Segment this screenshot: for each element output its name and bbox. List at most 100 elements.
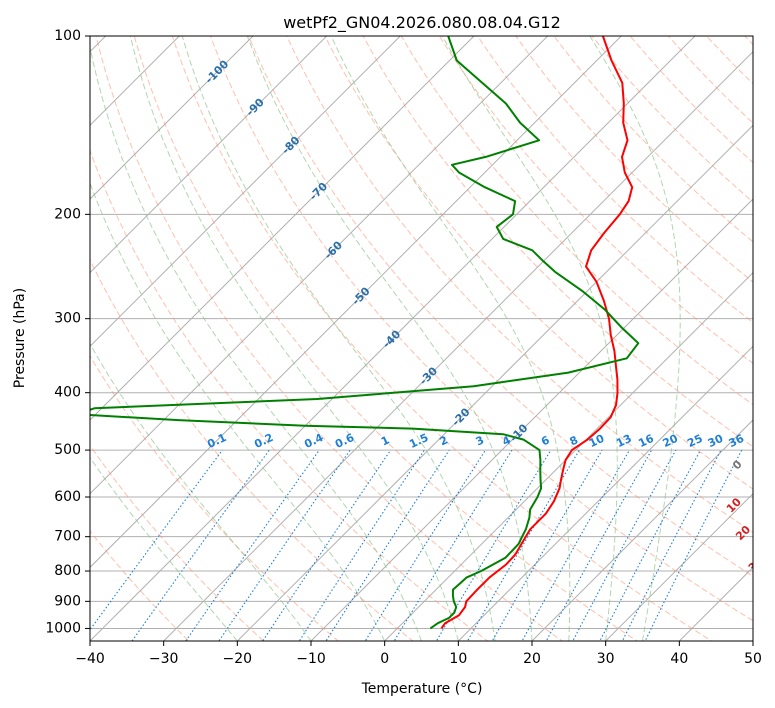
mixing-ratio-label: 16 (636, 432, 656, 450)
mixing-ratio-label: 6 (539, 433, 552, 448)
moist-adiabat-line (441, 36, 618, 641)
mixing-ratio-label: 1 (379, 433, 391, 448)
mixing-ratio-label: 30 (706, 432, 726, 450)
isotherm-line (90, 36, 623, 569)
mixing-ratio-label: 0.4 (302, 431, 325, 451)
y-tick-label: 200 (54, 206, 81, 222)
theta-e-label: 20 (733, 523, 753, 543)
theta-e-label: 0 (730, 458, 745, 473)
moist-adiabat-line (90, 456, 238, 641)
isotherm-line (90, 36, 254, 200)
isotherm-line (310, 198, 753, 641)
mixing-ratio-label: 3 (474, 433, 486, 448)
x-tick-label: −40 (75, 651, 105, 667)
mixing-ratio-line (131, 449, 270, 641)
x-tick-label: 10 (449, 651, 467, 667)
dry-adiabat-line (209, 36, 753, 622)
dry-adiabat-line (90, 149, 489, 641)
dry-adiabat-line (400, 36, 753, 406)
isotherm-line (90, 36, 696, 641)
isotherm-line (383, 271, 753, 641)
isotherm-line (678, 566, 753, 641)
mixing-ratio-label: 0.1 (205, 431, 228, 451)
x-tick-label: 20 (523, 651, 541, 667)
y-tick-label: 300 (54, 311, 81, 327)
mixing-ratio-line (90, 449, 223, 631)
theta-e-label: 30 (746, 554, 766, 574)
chart-title: wetPf2_GN04.2026.080.08.04.G12 (283, 13, 561, 33)
dry-adiabat-line (90, 354, 339, 641)
dry-adiabat-line (248, 36, 753, 577)
mixing-ratio-label: 36 (727, 432, 747, 450)
isotherm-line (90, 36, 328, 274)
mixing-ratio-label: 25 (685, 432, 704, 450)
moist-adiabat-line (90, 181, 386, 641)
mixing-ratio-line (521, 449, 630, 641)
moist-adiabat-line (330, 36, 571, 641)
mixing-ratio-label: 13 (614, 432, 633, 450)
mixing-ratio-line (621, 449, 722, 641)
y-tick-label: 1000 (45, 620, 81, 636)
theta-e-label: 10 (724, 495, 744, 515)
mixing-ratio-line (545, 449, 653, 641)
x-tick-label: −10 (296, 651, 326, 667)
mixing-ratio-label: 2 (438, 433, 450, 448)
dry-adiabat-line (756, 9, 775, 653)
dry-adiabat-line (629, 36, 753, 164)
y-tick-label: 700 (54, 529, 81, 545)
y-tick-label: 800 (54, 563, 81, 579)
background-lines (90, 9, 775, 653)
moist-adiabat-line (246, 36, 533, 641)
moist-adiabat-line (129, 36, 459, 641)
mixing-ratio-line (393, 449, 513, 641)
mixing-ratio-line (298, 449, 425, 641)
profile-series (90, 36, 640, 630)
moist-adiabat-line (90, 342, 312, 641)
x-tick-label: −30 (149, 651, 179, 667)
x-tick-label: 50 (744, 651, 762, 667)
isotherm-line (90, 36, 475, 421)
isotherm-line (531, 419, 753, 641)
mixing-ratio-label: 1.5 (407, 431, 430, 451)
mixing-ratio-label: 0.2 (252, 431, 275, 451)
dry-adiabat-line (324, 36, 753, 490)
isotherm-line (90, 36, 549, 495)
mixing-ratio-line (364, 449, 486, 641)
x-tick-label: 40 (670, 651, 688, 667)
dry-adiabat-line (591, 36, 753, 203)
isotherm-line (162, 50, 753, 641)
y-tick-label: 900 (54, 593, 81, 609)
isotherm-line (457, 345, 753, 641)
dry-adiabat-line (515, 36, 753, 283)
dry-adiabat-line (90, 444, 265, 641)
dry-adiabat-line (553, 36, 753, 243)
mixing-ratio-line (572, 449, 677, 641)
y-tick-label: 500 (54, 442, 81, 458)
isotherm-line (90, 36, 181, 127)
mixing-ratio-line (644, 449, 743, 641)
moist-adiabat-line (90, 44, 422, 641)
mixing-ratio-line (325, 449, 450, 641)
mixing-ratio-line (599, 449, 701, 641)
x-axis-label: Temperature (°C) (361, 681, 483, 697)
x-tick-label: 0 (380, 651, 389, 667)
dry-adiabat-line (90, 530, 190, 641)
moist-adiabat-line (589, 36, 681, 641)
isotherm-line (752, 640, 753, 641)
mixing-ratio-label: 0.6 (333, 431, 356, 451)
temperature-series-line (440, 36, 634, 629)
line-annotations: -100-90-80-70-60-50-40-30-20-100.1 0.2 0.4… (203, 57, 766, 574)
mixing-ratio-label: 20 (661, 432, 681, 450)
dry-adiabat-line (133, 36, 638, 641)
x-tick-label: 30 (597, 651, 615, 667)
dewpoint-series-line (90, 36, 640, 630)
y-axis-ticks: 1000 900 800 700 600 500 400 300 200 100 (45, 28, 90, 636)
isotherm-line (236, 124, 753, 641)
x-axis-ticks: −40 −30 −20 −10 0 10 20 30 40 50 (75, 641, 762, 667)
dry-adiabat-line (286, 36, 753, 533)
mixing-ratio-line (218, 449, 351, 641)
mixing-ratio-line (435, 449, 552, 641)
plot-frame (89, 35, 754, 642)
